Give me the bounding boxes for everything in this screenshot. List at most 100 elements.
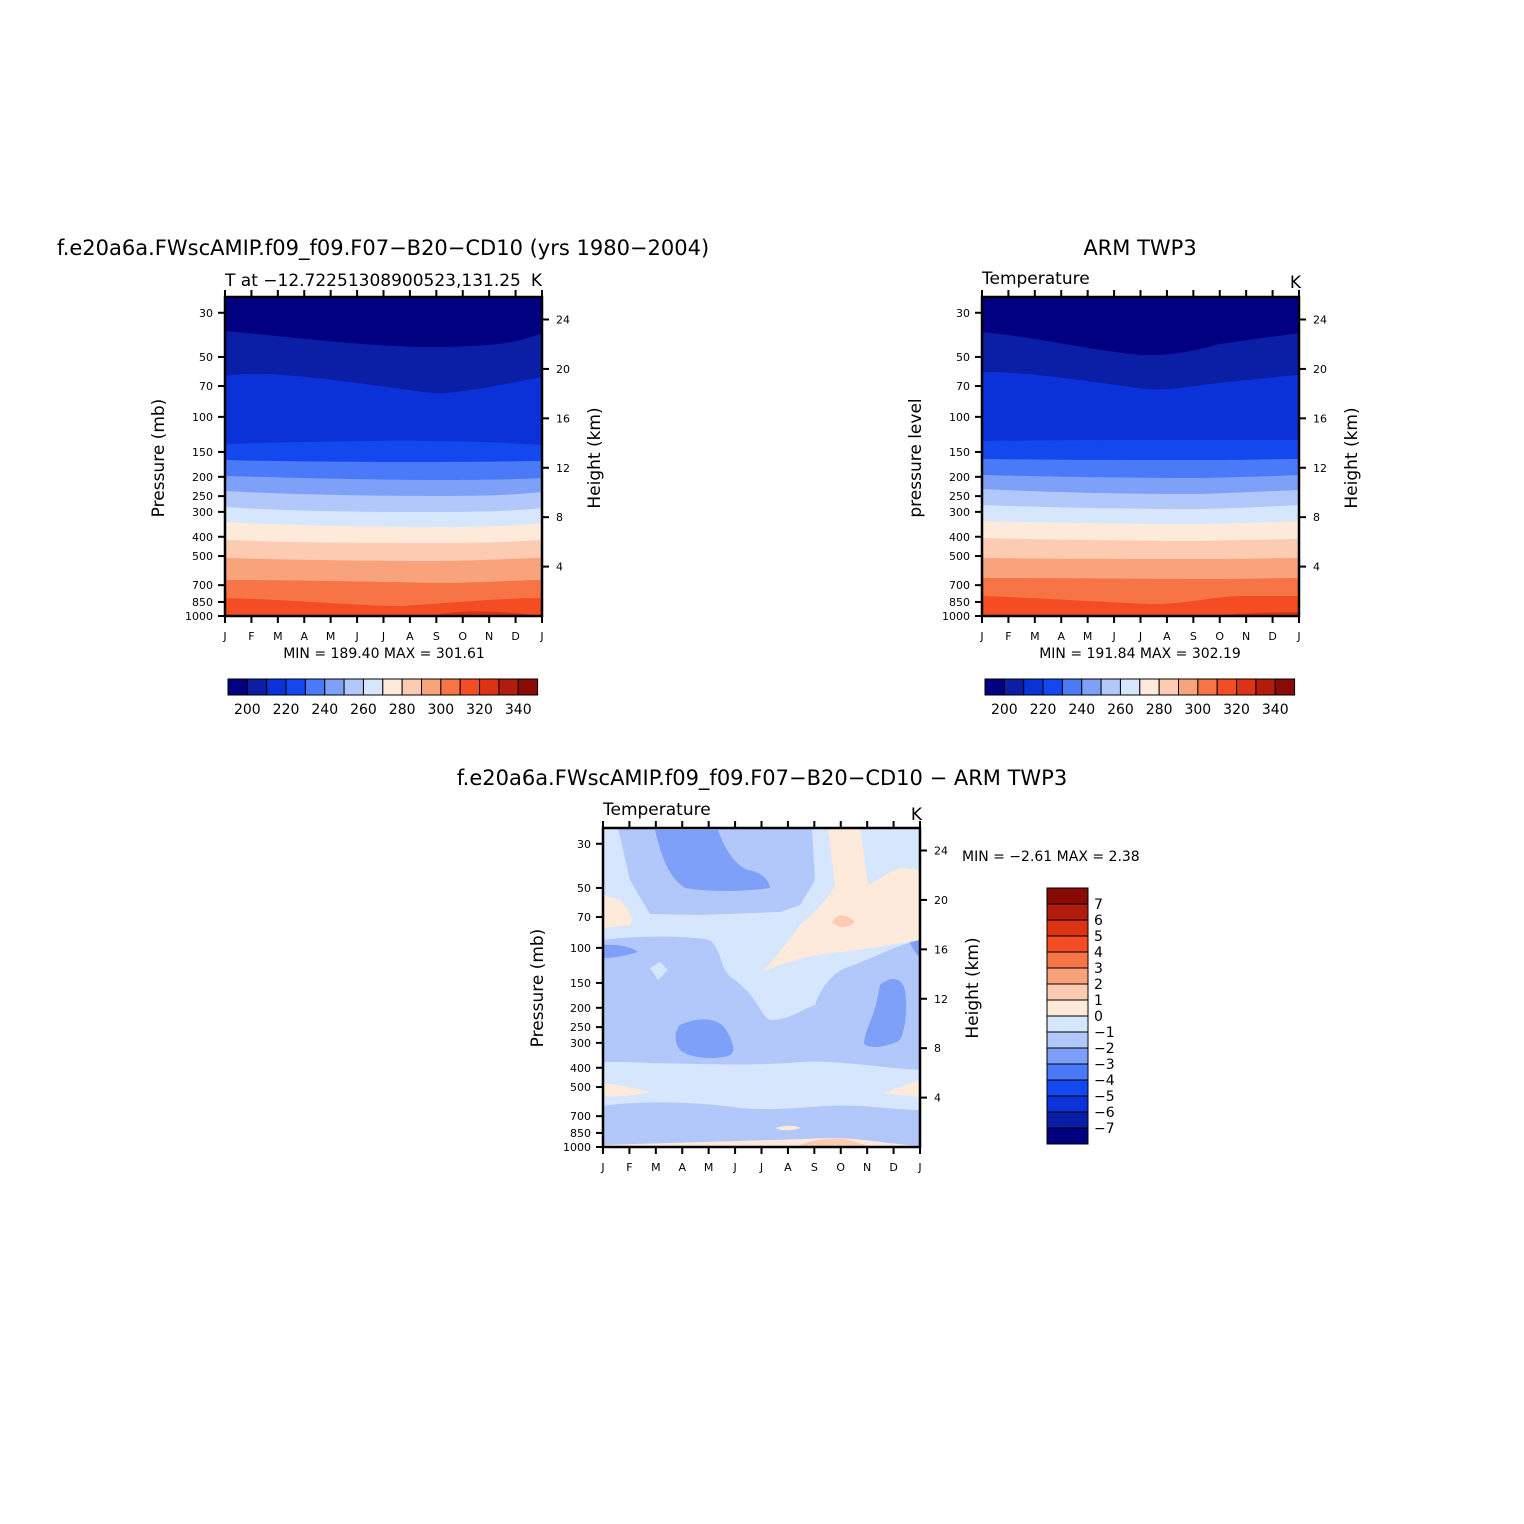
x-tick-label: J (917, 1161, 921, 1174)
x-tick-label: A (1163, 630, 1171, 643)
colorbar-box (984, 678, 1005, 696)
height-tick-label: 4 (556, 561, 563, 574)
diff-pos1-bottom (800, 1138, 870, 1147)
height-tick-label: 24 (934, 845, 948, 858)
height-tick-label: 12 (556, 462, 570, 475)
height-tick-label: 8 (934, 1042, 941, 1055)
height-tick-label: 24 (1313, 314, 1327, 327)
colorbar-box (517, 678, 539, 696)
colorbar-box (1197, 678, 1218, 696)
colorbar-label: 0 (1094, 1009, 1103, 1025)
band-a-13 (225, 598, 542, 616)
y-tick-label: 150 (949, 446, 970, 459)
y-tick-label: 70 (956, 380, 970, 393)
colorbar-box (421, 678, 442, 696)
colorbar-box (1046, 903, 1089, 921)
colorbar-box (440, 678, 461, 696)
colorbar-box (227, 678, 248, 696)
x-tick-label: J (539, 630, 543, 643)
colorbar-label: 4 (1094, 945, 1103, 961)
colorbar-label: 260 (1107, 702, 1134, 718)
colorbar-label: −7 (1094, 1121, 1115, 1137)
y-tick-label: 850 (949, 596, 970, 609)
diff-neg2-upper (655, 830, 770, 891)
x-tick-label: J (222, 630, 226, 643)
colorbar-box (1046, 951, 1089, 969)
x-tick-label: F (1005, 630, 1011, 643)
y-tick-label: 500 (570, 1081, 591, 1094)
colorbar-box (498, 678, 519, 696)
panel-a-contours (225, 297, 542, 616)
colorbar-label: 240 (1068, 702, 1095, 718)
panel-b-ylabel: pressure level (906, 398, 926, 517)
colorbar-box (1119, 678, 1141, 696)
colorbar-box (362, 678, 384, 696)
y-tick-label: 30 (199, 307, 213, 320)
colorbar-label: 320 (466, 702, 493, 718)
y-tick-label: 30 (577, 838, 591, 851)
colorbar-label: 340 (1262, 702, 1289, 718)
colorbar-label: 6 (1094, 913, 1103, 929)
panel-b-colorbar: 200 220 240 260 280 300 320 340 (984, 678, 1296, 718)
colorbar-label: 240 (311, 702, 338, 718)
y-tick-label: 850 (192, 596, 213, 609)
y-tick-label: 300 (570, 1037, 591, 1050)
y-tick-label: 400 (570, 1062, 591, 1075)
x-tick-label: O (1215, 630, 1224, 643)
colorbar-box (324, 678, 345, 696)
colorbar-box (1216, 678, 1238, 696)
diff-neg1-low (603, 1102, 920, 1147)
y-tick-label: 100 (949, 411, 970, 424)
colorbar-label: 1 (1094, 993, 1103, 1009)
diff-pos-left500 (603, 1083, 650, 1097)
height-tick-label: 8 (556, 511, 563, 524)
panel-b-axes: J F M A M J J A S O N D J 30 50 70 100 150 200 250 300 400 500… (942, 290, 1327, 643)
colorbar-box (246, 678, 268, 696)
y-tick-label: 1000 (185, 610, 213, 623)
colorbar-box (1274, 678, 1296, 696)
colorbar-box (1046, 967, 1089, 985)
height-tick-label: 16 (556, 412, 570, 425)
x-tick-label: A (300, 630, 308, 643)
height-tick-label: 4 (1313, 561, 1320, 574)
x-tick-label: J (600, 1161, 604, 1174)
panel-b-subtitle: Temperature (981, 269, 1090, 289)
x-tick-label: N (485, 630, 493, 643)
y-tick-label: 200 (192, 471, 213, 484)
height-tick-label: 8 (1313, 511, 1320, 524)
x-tick-label: M (651, 1161, 661, 1174)
y-tick-label: 100 (192, 411, 213, 424)
y-tick-label: 200 (949, 471, 970, 484)
colorbar-box (1046, 1095, 1089, 1113)
colorbar-box (459, 678, 481, 696)
colorbar-label: 3 (1094, 961, 1103, 977)
x-tick-label: J (1111, 630, 1115, 643)
y-tick-label: 70 (577, 911, 591, 924)
x-tick-label: N (863, 1161, 871, 1174)
x-tick-label: S (811, 1161, 818, 1174)
x-tick-label: J (381, 630, 385, 643)
diff-pos1-blob (832, 915, 855, 928)
colorbar-box (1003, 678, 1025, 696)
diff-neg2-right (864, 978, 907, 1047)
x-tick-label: A (406, 630, 414, 643)
colorbar-box (1046, 999, 1089, 1017)
height-tick-label: 4 (934, 1092, 941, 1105)
y-tick-label: 70 (199, 380, 213, 393)
colorbar-box (1046, 1111, 1089, 1129)
colorbar-box (1139, 678, 1160, 696)
panel-a-title: f.e20a6a.FWscAMIP.f09_f09.F07−B20−CD10 (… (57, 236, 709, 261)
colorbar-box (1046, 919, 1089, 937)
colorbar-box (1046, 983, 1089, 1001)
colorbar-label: 280 (1146, 702, 1173, 718)
colorbar-label: 200 (991, 702, 1018, 718)
diff-pos-small (775, 1125, 800, 1131)
height-tick-label: 20 (556, 363, 570, 376)
colorbar-box (1046, 935, 1089, 953)
y-tick-label: 100 (570, 942, 591, 955)
band-b-13 (982, 596, 1299, 616)
panel-c-axes: J F M A M J J A S O N D J 30 50 70 100 150 200 250 300 400 500… (563, 821, 948, 1174)
y-tick-label: 150 (570, 977, 591, 990)
y-tick-label: 400 (949, 531, 970, 544)
colorbar-label: −1 (1094, 1025, 1115, 1041)
